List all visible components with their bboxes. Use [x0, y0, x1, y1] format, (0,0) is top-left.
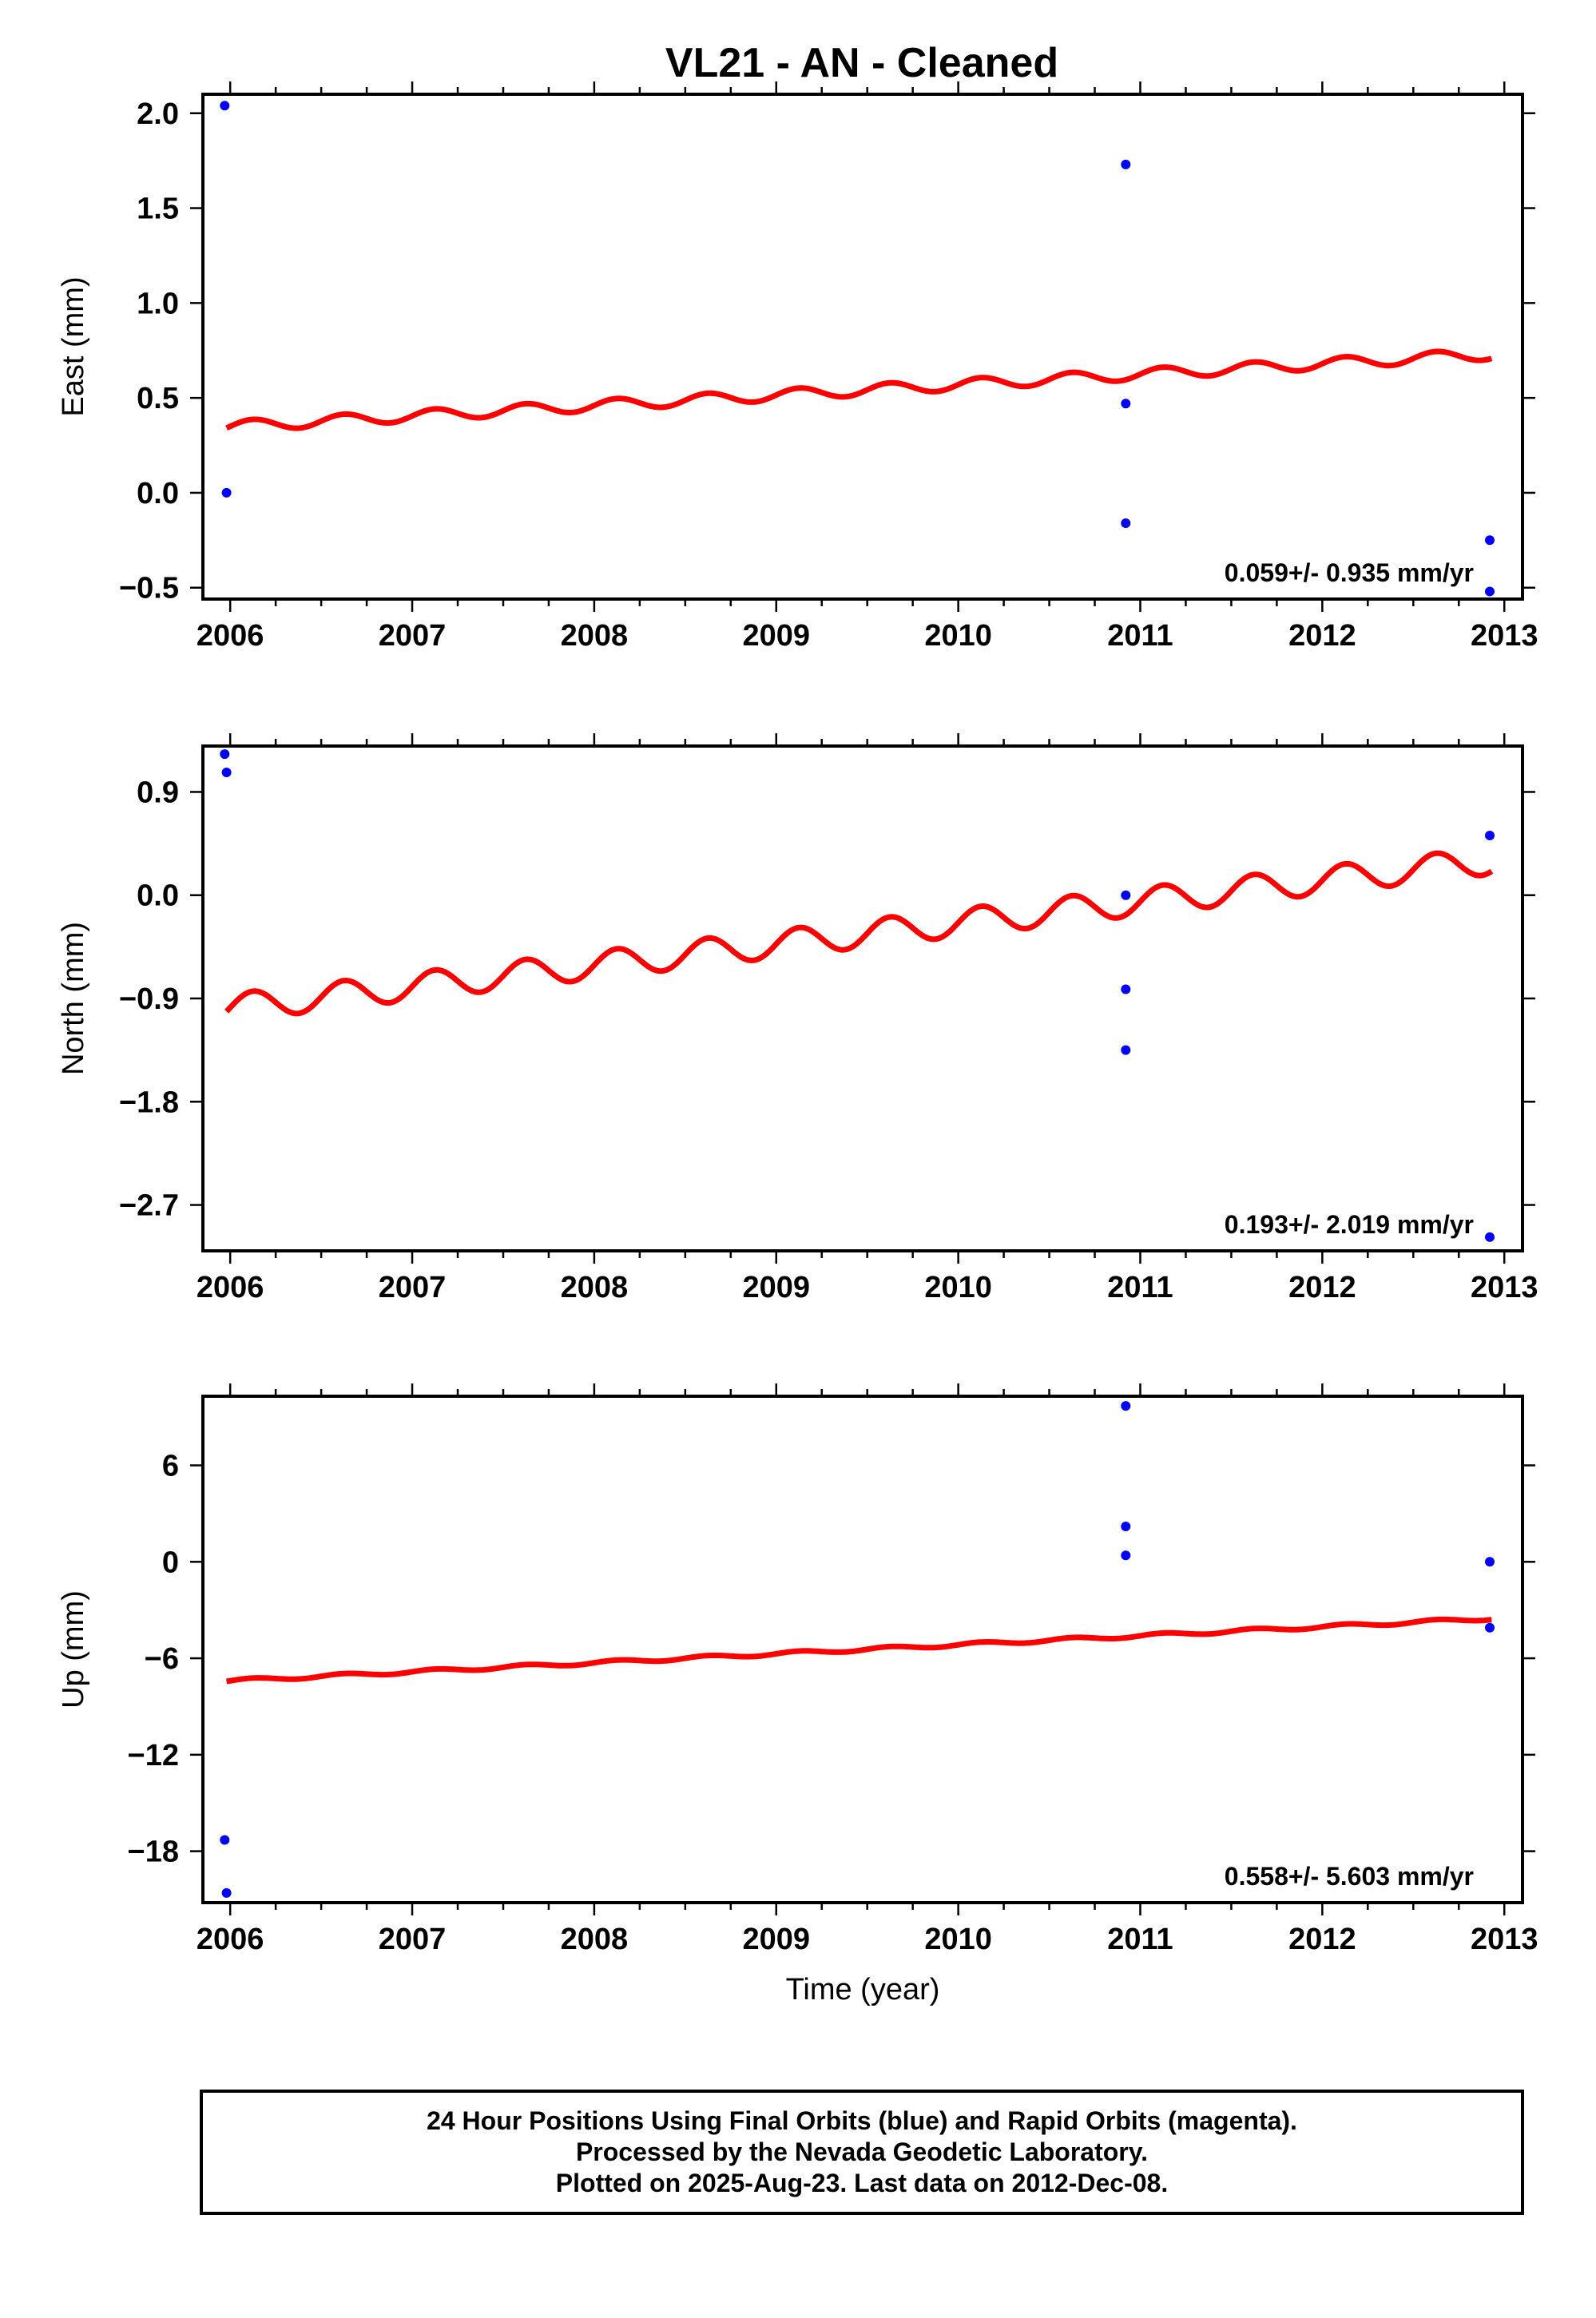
x-tick-label: 2009 [742, 1271, 810, 1304]
rate-annotation: 0.558+/- 5.603 mm/yr [1225, 1862, 1474, 1891]
x-tick-label: 2007 [379, 1271, 447, 1304]
y-tick-label: 1.0 [137, 287, 179, 320]
data-point [221, 487, 232, 498]
y-tick-label: 0 [162, 1546, 179, 1579]
y-tick-label: 6 [162, 1450, 179, 1483]
y-tick-label: −0.9 [119, 982, 179, 1016]
x-tick-label: 2012 [1288, 619, 1356, 653]
y-tick-label: 0.9 [137, 776, 179, 809]
x-tick-label: 2013 [1471, 1271, 1538, 1304]
x-tick-label: 2010 [924, 1923, 992, 1956]
y-tick-label: −12 [128, 1739, 179, 1772]
data-point [1121, 518, 1131, 528]
x-tick-label: 2007 [379, 619, 447, 653]
panel-north: 2006 2007 2008 2009 2010 2011 2012 2013 −2.7 −1.8… [57, 733, 1538, 1304]
y-tick-label: −6 [145, 1642, 179, 1676]
x-tick-label: 2006 [197, 1271, 264, 1304]
x-tick-label: 2012 [1288, 1923, 1356, 1956]
data-point [1121, 159, 1131, 169]
data-point [1121, 399, 1131, 409]
y-tick-label: −1.8 [119, 1086, 179, 1119]
panel-east: 2006 2007 2008 2009 2010 2011 2012 2013 −0.5 0.0 0… [57, 81, 1538, 653]
rate-annotation: 0.193+/- 2.019 mm/yr [1225, 1210, 1474, 1239]
x-tick-label: 2009 [742, 1923, 810, 1956]
x-tick-label: 2011 [1107, 1271, 1173, 1304]
x-tick-label: 2008 [561, 619, 629, 653]
data-point [221, 768, 232, 777]
y-tick-label: 0.0 [137, 879, 179, 913]
data-point [1121, 984, 1131, 994]
y-tick-label: 2.0 [137, 97, 179, 131]
x-tick-label: 2010 [924, 619, 992, 653]
data-point [1485, 831, 1495, 840]
data-point [1121, 1045, 1131, 1055]
y-axis-label: East (mm) [57, 276, 90, 416]
x-tick-label: 2011 [1107, 619, 1173, 653]
plot-frame [201, 93, 1524, 601]
x-tick-label: 2013 [1471, 1923, 1538, 1956]
model-curve [224, 850, 1494, 1017]
x-tick-label: 2006 [197, 1923, 264, 1956]
data-point [1485, 535, 1495, 546]
panel-up: 2006 2007 2008 2009 2010 2011 2012 2013 −18 −12 −6… [57, 1383, 1538, 2006]
x-tick-label: 2013 [1471, 619, 1538, 653]
rate-annotation: 0.059+/- 0.935 mm/yr [1225, 558, 1474, 587]
plot-frame [201, 1395, 1524, 1904]
y-tick-label: −18 [128, 1836, 179, 1869]
y-axis-label: Up (mm) [57, 1590, 90, 1709]
data-point [1121, 890, 1131, 900]
caption-line-2: Processed by the Nevada Geodetic Laborat… [575, 2137, 1149, 2166]
x-axis-label: Time (year) [786, 1973, 940, 2006]
y-tick-label: 0.5 [137, 382, 179, 415]
data-point [1121, 1522, 1131, 1531]
caption-box: 24 Hour Positions Using Final Orbits (bl… [200, 2090, 1524, 2215]
data-point [1485, 586, 1495, 597]
caption-line-1: 24 Hour Positions Using Final Orbits (bl… [427, 2106, 1297, 2135]
data-point [220, 749, 230, 760]
x-tick-label: 2011 [1107, 1923, 1173, 1956]
data-point [1121, 1401, 1131, 1411]
x-tick-label: 2009 [742, 619, 810, 653]
x-tick-label: 2008 [561, 1271, 629, 1304]
caption-line-3: Plotted on 2025-Aug-23. Last data on 201… [555, 2169, 1169, 2197]
y-tick-label: 1.5 [137, 193, 179, 226]
model-curve [225, 348, 1493, 431]
model-curve [225, 1616, 1493, 1685]
y-tick-label: 0.0 [137, 477, 179, 510]
data-point [220, 1835, 230, 1845]
data-point [220, 101, 230, 111]
x-tick-label: 2008 [561, 1923, 629, 1956]
y-tick-label: −2.7 [119, 1189, 179, 1223]
y-tick-label: −0.5 [119, 572, 179, 605]
figure-title: VL21 - AN - Cleaned [665, 40, 1058, 86]
data-point [1485, 1232, 1495, 1242]
y-axis-label: North (mm) [57, 922, 90, 1075]
data-point [1121, 1550, 1131, 1561]
x-tick-label: 2006 [197, 619, 264, 653]
x-tick-label: 2012 [1288, 1271, 1356, 1304]
x-tick-label: 2010 [924, 1271, 992, 1304]
data-point [1485, 1557, 1495, 1567]
data-point [1485, 1622, 1495, 1633]
x-tick-label: 2007 [379, 1923, 447, 1956]
data-point [221, 1887, 232, 1898]
